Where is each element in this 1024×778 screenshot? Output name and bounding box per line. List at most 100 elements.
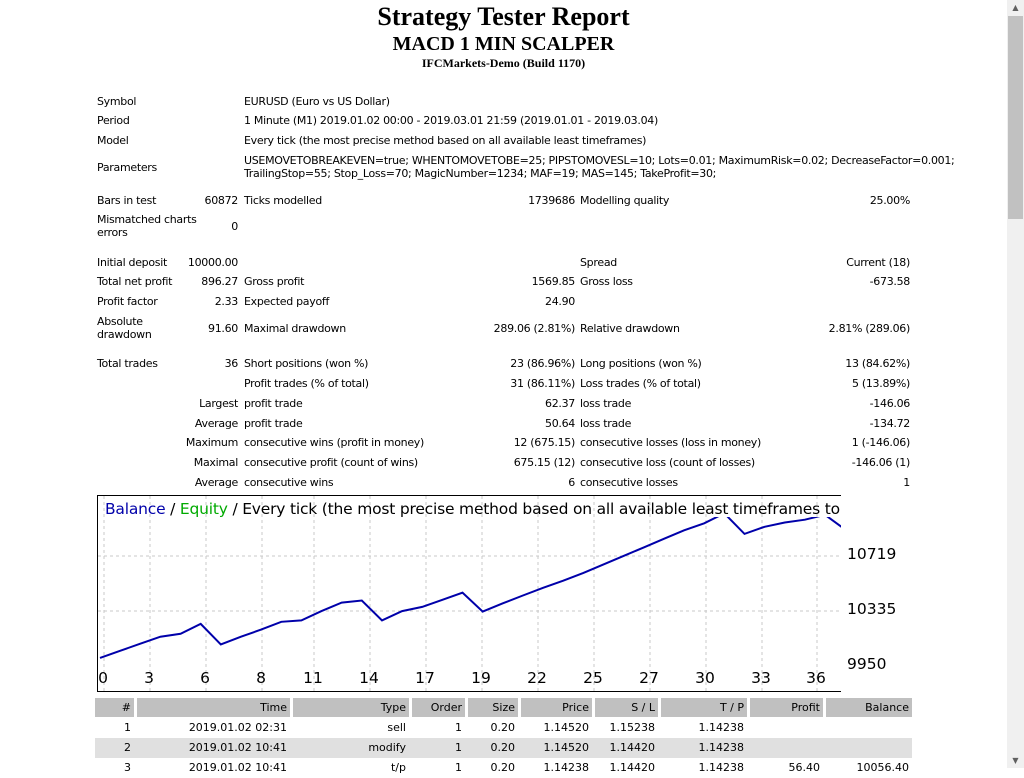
- summary-cell: Maximal: [150, 456, 238, 469]
- summary-cell: Every tick (the most precise method base…: [244, 134, 924, 147]
- y-tick-label: 10335: [847, 600, 896, 618]
- chart-plot: [98, 496, 841, 691]
- table-cell: 1.14520: [521, 738, 589, 758]
- x-tick-label: 11: [303, 669, 323, 687]
- table-cell: 56.40: [750, 758, 820, 778]
- summary-cell: Average: [150, 476, 238, 489]
- summary-cell: Model: [97, 134, 227, 147]
- x-tick-label: 17: [415, 669, 435, 687]
- table-cell: 2019.01.02 02:31: [137, 718, 287, 738]
- table-cell: 3: [95, 758, 131, 778]
- column-header: Size: [468, 698, 518, 717]
- x-tick-label: 14: [359, 669, 379, 687]
- scroll-up-arrow-icon[interactable]: ▲: [1007, 0, 1024, 15]
- summary-cell: -134.72: [700, 417, 910, 430]
- column-header: T / P: [661, 698, 747, 717]
- summary-cell: 50.64: [380, 417, 575, 430]
- table-cell: 10056.40: [826, 758, 909, 778]
- summary-cell: -146.06 (1): [700, 456, 910, 469]
- summary-cell: USEMOVETOBREAKEVEN=true; WHENTOMOVETOBE=…: [244, 154, 924, 180]
- summary-cell: Average: [150, 417, 238, 430]
- summary-cell: 1 Minute (M1) 2019.01.02 00:00 - 2019.03…: [244, 114, 924, 127]
- summary-cell: 6: [380, 476, 575, 489]
- summary-cell: 896.27: [150, 275, 238, 288]
- column-header: Type: [293, 698, 409, 717]
- table-cell: 0.20: [468, 738, 515, 758]
- summary-cell: 2.81% (289.06): [700, 322, 910, 335]
- summary-cell: 13 (84.62%): [700, 357, 910, 370]
- column-header: Time: [137, 698, 290, 717]
- summary-cell: 31 (86.11%): [380, 377, 575, 390]
- table-cell: sell: [293, 718, 406, 738]
- scroll-down-arrow-icon[interactable]: ▼: [1007, 753, 1024, 768]
- legend-equity: Equity: [180, 500, 228, 518]
- x-tick-label: 33: [751, 669, 771, 687]
- table-cell: 1: [95, 718, 131, 738]
- balance-chart: Balance / Equity / Every tick (the most …: [97, 495, 841, 692]
- chart-legend: Balance / Equity / Every tick (the most …: [105, 500, 841, 518]
- column-header: #: [95, 698, 134, 717]
- x-tick-label: 30: [695, 669, 715, 687]
- ea-name: MACD 1 MIN SCALPER: [0, 33, 1007, 56]
- server-name: IFCMarkets-Demo (Build 1170): [0, 56, 1007, 71]
- table-cell: 2019.01.02 10:41: [137, 758, 287, 778]
- column-header: Balance: [826, 698, 912, 717]
- y-tick-label: 10719: [847, 545, 896, 563]
- summary-cell: EURUSD (Euro vs US Dollar): [244, 95, 924, 108]
- summary-cell: Largest: [150, 397, 238, 410]
- table-cell: 2: [95, 738, 131, 758]
- x-tick-label: 8: [256, 669, 266, 687]
- summary-cell: Maximum: [150, 436, 238, 449]
- legend-separator: /: [228, 500, 242, 518]
- x-tick-label: 19: [471, 669, 491, 687]
- summary-cell: 1739686: [380, 194, 575, 207]
- summary-cell: 1569.85: [380, 275, 575, 288]
- x-tick-label: 36: [806, 669, 826, 687]
- table-cell: 0.20: [468, 758, 515, 778]
- summary-cell: 12 (675.15): [380, 436, 575, 449]
- table-cell: 1.14520: [521, 718, 589, 738]
- table-cell: 1.14238: [661, 758, 744, 778]
- summary-cell: 91.60: [150, 322, 238, 335]
- table-cell: 2019.01.02 10:41: [137, 738, 287, 758]
- summary-cell: 60872: [150, 194, 238, 207]
- table-cell: 1.15238: [595, 718, 655, 738]
- table-cell: 1.14420: [595, 738, 655, 758]
- summary-cell: 25.00%: [700, 194, 910, 207]
- x-tick-label: 0: [98, 669, 108, 687]
- column-header: Order: [412, 698, 465, 717]
- x-tick-label: 3: [144, 669, 154, 687]
- scrollbar-thumb[interactable]: [1008, 16, 1023, 219]
- summary-cell: Parameters: [97, 161, 227, 174]
- summary-cell: 289.06 (2.81%): [380, 322, 575, 335]
- summary-cell: -673.58: [700, 275, 910, 288]
- table-cell: 1.14420: [595, 758, 655, 778]
- table-cell: 1.14238: [661, 738, 744, 758]
- y-tick-label: 9950: [847, 655, 886, 673]
- x-tick-label: 22: [527, 669, 547, 687]
- legend-model: Every tick (the most precise method base…: [242, 500, 841, 518]
- legend-separator: /: [165, 500, 179, 518]
- summary-cell: Current (18): [700, 256, 910, 269]
- summary-cell: 36: [150, 357, 238, 370]
- report-title: Strategy Tester Report: [0, 2, 1007, 32]
- summary-cell: -146.06: [700, 397, 910, 410]
- table-cell: t/p: [293, 758, 406, 778]
- x-tick-label: 27: [639, 669, 659, 687]
- table-cell: 1.14238: [661, 718, 744, 738]
- column-header: Profit: [750, 698, 823, 717]
- table-cell: 1.14238: [521, 758, 589, 778]
- summary-cell: 62.37: [380, 397, 575, 410]
- summary-cell: 5 (13.89%): [700, 377, 910, 390]
- summary-cell: 0: [150, 220, 238, 233]
- table-cell: 1: [412, 718, 462, 738]
- summary-cell: 23 (86.96%): [380, 357, 575, 370]
- summary-cell: 675.15 (12): [380, 456, 575, 469]
- summary-cell: 10000.00: [150, 256, 238, 269]
- summary-cell: Period: [97, 114, 227, 127]
- column-header: S / L: [595, 698, 658, 717]
- balance-line: [100, 513, 841, 658]
